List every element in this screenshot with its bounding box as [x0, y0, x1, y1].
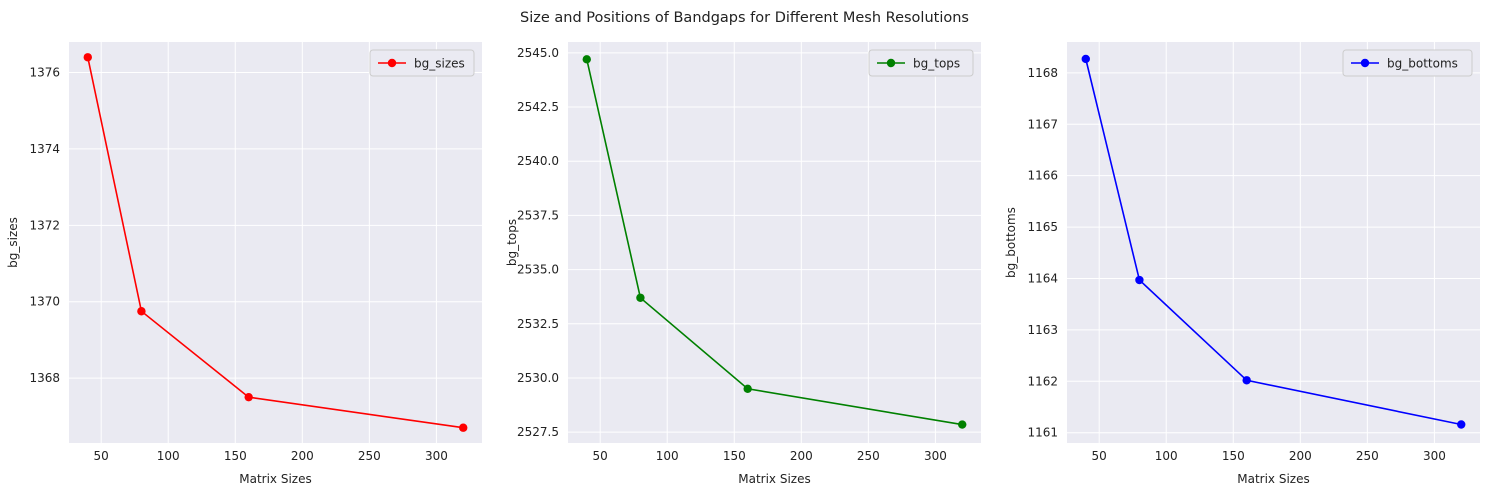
y-tick-label: 2537.5 — [517, 208, 559, 222]
y-tick-label: 1167 — [1027, 117, 1058, 131]
legend-box — [868, 49, 974, 77]
data-point — [83, 53, 92, 62]
data-point — [244, 392, 253, 402]
subplot-1: 50 100 150 200 250 300 1368 1370 1372 1374 1376 Mat… — [6, 42, 482, 486]
legend-marker — [1360, 58, 1370, 68]
x-tick-label: 250 — [358, 449, 381, 463]
plot-area — [568, 42, 981, 443]
y-tick-label: 1370 — [29, 295, 60, 309]
x-tick-label: 150 — [1222, 449, 1245, 463]
legend-label: bg_bottoms — [1387, 57, 1458, 71]
data-point — [743, 384, 752, 394]
plot-area — [1067, 42, 1480, 443]
y-tick-label: 1372 — [29, 218, 60, 232]
y-axis-label: bg_tops — [505, 219, 519, 266]
y-tick-label: 2535.0 — [517, 263, 559, 277]
y-tick-label: 2527.5 — [517, 425, 559, 439]
legend-box — [369, 49, 475, 77]
series-line-bg_sizes — [87, 57, 464, 429]
data-point — [636, 293, 645, 302]
y-tick-label: 2542.5 — [517, 100, 559, 114]
legend-marker — [387, 58, 397, 68]
y-axis-label: bg_sizes — [6, 217, 20, 268]
data-point — [459, 423, 468, 432]
legend: bg_bottoms — [1342, 49, 1473, 77]
legend-label: bg_tops — [913, 57, 960, 71]
x-axis-label: Matrix Sizes — [1237, 472, 1309, 486]
subplot-2: 50 100 150 200 250 300 2527.5 2530.0 2532.5 2535.… — [505, 42, 981, 486]
y-tick-label: 2532.5 — [517, 317, 559, 331]
y-tick-label: 1161 — [1027, 426, 1058, 440]
legend: bg_sizes — [369, 49, 475, 77]
y-tick-label: 1368 — [29, 371, 60, 385]
data-point — [1242, 376, 1251, 385]
data-point — [1135, 275, 1144, 285]
y-tick-label: 1374 — [29, 142, 60, 156]
y-tick-label: 2545.0 — [517, 46, 559, 60]
y-tick-label: 1165 — [1027, 220, 1058, 234]
data-point — [958, 420, 967, 429]
series-line-bg_tops — [586, 59, 963, 426]
x-axis-label: Matrix Sizes — [239, 472, 311, 486]
x-tick-label: 100 — [157, 449, 180, 463]
y-tick-label: 1168 — [1027, 66, 1058, 80]
data-point — [137, 307, 146, 316]
legend-marker — [886, 58, 896, 68]
y-tick-label: 2540.0 — [517, 154, 559, 168]
legend-label: bg_sizes — [414, 57, 465, 71]
x-tick-label: 200 — [790, 449, 813, 463]
x-tick-label: 200 — [1289, 449, 1312, 463]
subplot-3: 50 100 150 200 250 300 1161 1162 1163 1164 1165 116… — [1004, 42, 1480, 486]
y-axis-label: bg_bottoms — [1004, 207, 1018, 278]
y-tick-label: 1163 — [1027, 323, 1058, 337]
x-tick-label: 250 — [857, 449, 880, 463]
plot-area — [69, 42, 482, 443]
x-tick-label: 200 — [291, 449, 314, 463]
y-tick-label: 2530.0 — [517, 371, 559, 385]
y-tick-label: 1166 — [1027, 169, 1058, 183]
y-tick-label: 1162 — [1027, 374, 1058, 388]
x-tick-label: 50 — [593, 449, 608, 463]
x-tick-label: 250 — [1356, 449, 1379, 463]
data-point — [1081, 54, 1090, 64]
x-tick-label: 50 — [1092, 449, 1107, 463]
x-tick-label: 150 — [723, 449, 746, 463]
x-tick-label: 100 — [1155, 449, 1178, 463]
x-tick-label: 300 — [924, 449, 947, 463]
x-axis-label: Matrix Sizes — [738, 472, 810, 486]
x-tick-label: 300 — [1423, 449, 1446, 463]
legend: bg_tops — [868, 49, 974, 77]
x-tick-label: 100 — [656, 449, 679, 463]
data-point — [1457, 420, 1466, 429]
x-tick-label: 50 — [94, 449, 109, 463]
x-tick-label: 150 — [224, 449, 247, 463]
x-tick-label: 300 — [425, 449, 448, 463]
series-line-bg_bottoms — [1085, 58, 1462, 426]
figure-title: Size and Positions of Bandgaps for Diffe… — [520, 10, 969, 26]
legend-box — [1342, 49, 1473, 77]
data-point — [582, 55, 591, 64]
y-tick-label: 1376 — [29, 66, 60, 80]
y-tick-label: 1164 — [1027, 271, 1058, 285]
